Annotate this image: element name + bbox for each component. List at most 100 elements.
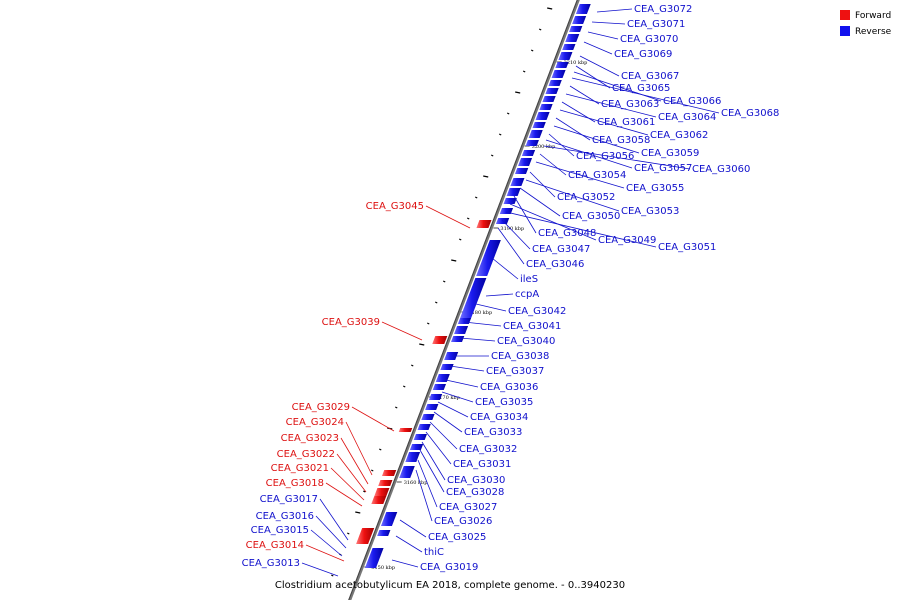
forward-gene-block [371,496,387,504]
leader-line [475,303,507,312]
gene-label: CEA_G3016 [256,511,314,522]
tick-label: 3190 kbp [500,226,524,232]
gene-blocks [356,4,591,568]
gene-label: ileS [520,274,538,285]
leader-line [301,562,339,577]
gene-label: CEA_G3057 [634,163,692,174]
leader-line [305,544,345,562]
gene-label: CEA_G3030 [447,475,505,486]
leader-line [573,71,662,102]
reverse-gene-block [548,80,562,86]
leader-line [310,529,343,557]
reverse-gene-block [432,384,447,390]
gene-label: CEA_G3068 [721,108,779,119]
gene-label: CEA_G3070 [620,34,678,45]
gene-label: CEA_G3047 [532,244,590,255]
tick-label: 3150 kbp [371,565,395,571]
reverse-gene-block [514,168,529,174]
reverse-gene-block [440,364,454,370]
leader-line [345,421,373,476]
leader-line [545,139,633,169]
leader-line [565,93,657,118]
gene-label: CEA_G3026 [434,516,492,527]
leader-line [535,161,625,189]
marker-dash [451,259,457,262]
marker-dash [410,364,414,367]
gene-label: CEA_G3036 [480,382,538,393]
reverse-gene-block [364,548,384,568]
reverse-gene-block [555,62,569,68]
gene-label: CEA_G3025 [428,532,486,543]
leader-line [395,535,423,553]
reverse-gene-block [572,16,587,24]
marker-dash [515,91,521,94]
marker-dash [378,448,382,451]
reverse-gene-block [413,434,427,440]
leader-line [497,227,525,265]
leader-line [429,421,458,450]
gene-label: CEA_G3063 [601,99,659,110]
gene-label: CEA_G3037 [486,366,544,377]
reverse-gene-block [545,88,559,94]
gene-label: CEA_G3029 [292,402,350,413]
reverse-gene-block [542,96,556,102]
leader-line [419,449,445,493]
leader-line [425,205,471,229]
reverse-gene-block [575,4,591,14]
legend-reverse-label: Reverse [855,27,892,37]
gene-label: thiC [424,547,444,558]
gene-label: ccpA [515,289,539,300]
leader-line [425,431,452,465]
leader-line [579,55,620,77]
leader-line [463,321,502,327]
reverse-gene-block [417,424,431,430]
tick-marks: 3210 kbp 3200 kbp 3190 kbp 3180 kbp 3170 kbp… [364,60,587,571]
reverse-gene-block [451,336,465,342]
leader-line [543,145,691,170]
leader-line [381,321,423,341]
leader-line [571,77,720,114]
leader-line [340,437,369,485]
forward-gene-block [356,528,375,544]
legend-reverse-swatch [840,26,850,36]
marker-dash [530,49,534,52]
reverse-gene-block [551,70,566,78]
gene-label: CEA_G3051 [658,242,716,253]
leader-line [399,519,427,538]
gene-labels: CEA_G3045 CEA_G3039 CEA_G3029 CEA_G3024 CEA_… [242,4,780,573]
leader-line [591,21,626,25]
gene-label: CEA_G3058 [592,135,650,146]
reverse-gene-block [539,104,553,110]
reverse-gene-block [565,34,580,42]
leader-line [587,31,619,40]
gene-label: CEA_G3048 [538,228,596,239]
reverse-gene-block [377,530,391,536]
marker-dash [370,469,374,472]
gene-label: CEA_G3041 [503,321,561,332]
leader-line [433,411,463,433]
forward-gene-block [378,480,393,486]
reverse-gene-block [521,150,536,156]
gene-label: CEA_G3039 [322,317,380,328]
legend-forward-label: Forward [855,11,891,21]
leader-line [491,257,519,280]
marker-dash [547,7,553,10]
tick-label: 3170 kbp [436,395,460,401]
leader-line [421,441,446,481]
reverse-gene-block [405,452,421,462]
leader-line [449,365,485,372]
marker-dash [442,280,446,283]
reverse-gene-block [444,352,459,360]
leader-line [505,211,657,248]
leader-line [509,203,597,241]
marker-dash [483,175,489,178]
leader-line [441,391,474,403]
leader-line [485,293,514,297]
marker-dash [458,238,462,241]
gene-label: CEA_G3013 [242,558,300,569]
leader-line [319,498,349,541]
forward-gene-block [476,220,492,228]
reverse-gene-block [518,158,533,166]
reverse-gene-block [457,318,472,324]
reverse-gene-block [528,130,543,138]
